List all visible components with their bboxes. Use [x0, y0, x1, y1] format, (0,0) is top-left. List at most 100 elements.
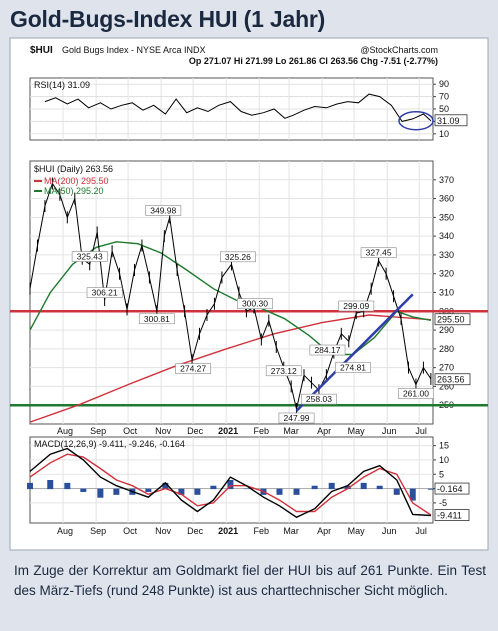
price-annotation: 247.99: [284, 413, 310, 423]
price-x-tick-label: Jul: [415, 426, 427, 436]
annotation-box: [71, 251, 108, 262]
macd-histogram-bar: [393, 488, 400, 495]
macd-histogram-bar: [178, 488, 185, 495]
macd-hist-last-value-label-box: [434, 482, 470, 495]
price-annotation: 306.21: [92, 288, 118, 298]
macd-histogram-bar: [47, 480, 54, 490]
price-axis-tick-label: 370: [439, 175, 454, 185]
macd-line: [29, 447, 431, 519]
macd-last-value-label-box: [434, 509, 470, 521]
macd-histogram-bar: [97, 488, 104, 498]
annotation-box: [278, 412, 315, 424]
macd-histogram-bar: [409, 488, 416, 501]
rsi-axis-tick-label: 70: [439, 92, 449, 102]
annotation-box: [145, 205, 182, 216]
price-annotation: 349.98: [150, 205, 176, 215]
price-axis-tick-label: 310: [439, 288, 454, 298]
price-annotation: 258.03: [306, 394, 332, 404]
macd-axis-tick-label: -5: [439, 498, 447, 508]
price-axis-tick-label: 260: [439, 381, 454, 391]
price-x-tick-label: Jun: [382, 426, 397, 436]
macd-x-tick-label: Mar: [283, 526, 299, 536]
price-x-tick-label: Dec: [187, 426, 204, 436]
price-x-tick-label: 2021: [218, 426, 238, 436]
macd-histogram-bar: [113, 488, 120, 495]
macd-x-tick-label: 2021: [218, 526, 238, 536]
annotation-box: [309, 344, 346, 356]
price-annotation: 327.45: [366, 248, 392, 258]
rsi-last-value-label-box: [434, 114, 468, 127]
price-annotation: 300.81: [144, 314, 170, 324]
macd-histogram-bar: [344, 485, 351, 490]
ma200-line: [29, 314, 431, 423]
macd-histogram-bar: [360, 482, 367, 490]
rsi-legend-label: RSI(14) 31.09: [34, 80, 90, 90]
macd-histogram-bar: [311, 485, 318, 490]
symbol-label: $HUI: [30, 45, 53, 56]
price-axis-tick-label: 320: [439, 269, 454, 279]
page-title: Gold-Bugs-Index HUI (1 Jahr): [10, 6, 326, 32]
price-axis-tick-label: 280: [439, 344, 454, 354]
annotation-box: [338, 300, 375, 312]
price-last-value-label: 263.56: [437, 375, 465, 385]
ma200-last-value-label: 295.50: [437, 315, 465, 325]
annotation-box: [138, 313, 175, 325]
price-annotation: 299.09: [343, 301, 369, 311]
macd-x-tick-label: Apr: [317, 526, 331, 536]
macd-x-tick-label: Nov: [155, 526, 172, 536]
price-annotation: 300.30: [242, 299, 268, 309]
ma50-line: [29, 241, 432, 356]
annotation-box: [398, 388, 434, 399]
index-name-label: Gold Bugs Index - NYSE Arca INDX: [62, 45, 206, 55]
macd-histogram-bar: [293, 488, 300, 495]
macd-x-tick-label: Sep: [90, 526, 106, 536]
macd-histogram-bar: [427, 488, 434, 490]
rsi-axis-tick-label: 50: [439, 104, 449, 114]
macd-histogram-bar: [194, 488, 201, 495]
macd-histogram-bar: [27, 482, 33, 490]
macd-last-value-label: -9.411: [437, 511, 462, 521]
ma200-last-value-label-box: [434, 313, 471, 326]
macd-x-tick-label: Dec: [187, 526, 204, 536]
caption-text: Im Zuge der Korrektur am Goldmarkt fiel …: [14, 563, 486, 598]
price-axis-tick-label: 330: [439, 250, 454, 260]
price-axis-tick-label: 350: [439, 212, 454, 222]
price-axis-tick-label: 290: [439, 325, 454, 335]
annotation-box: [301, 393, 337, 405]
annotation-box: [335, 362, 371, 373]
price-legend-ma50: MA(50) 295.20: [44, 186, 104, 196]
macd-signal-line: [29, 453, 432, 516]
macd-x-tick-label: May: [348, 526, 366, 536]
price-x-tick-label: Aug: [57, 426, 73, 436]
macd-histogram-bar: [145, 488, 152, 492]
price-x-tick-label: Sep: [90, 426, 106, 436]
price-x-tick-label: May: [348, 426, 366, 436]
rsi-last-value-label: 31.09: [437, 116, 460, 126]
source-label: @StockCharts.com: [360, 45, 438, 55]
rsi-axis-tick-label: 10: [439, 129, 449, 139]
price-annotation: 274.27: [180, 364, 206, 374]
price-axis-tick-label: 270: [439, 363, 454, 373]
macd-histogram-bar: [80, 488, 87, 492]
annotation-box: [219, 251, 256, 263]
macd-x-tick-label: Feb: [253, 526, 269, 536]
macd-legend-label: MACD(12,26,9) -9.411, -9.246, -0.164: [34, 439, 185, 449]
price-legend-ma200: MA(200) 295.50: [44, 176, 109, 186]
annotation-box: [237, 298, 273, 310]
macd-histogram-bar: [162, 482, 169, 490]
macd-histogram-bar: [328, 482, 335, 490]
macd-histogram-bar: [376, 485, 383, 490]
macd-hist-last-value-label: -0.164: [437, 484, 463, 494]
price-x-tick-label: Mar: [283, 426, 299, 436]
annotation-box: [360, 247, 397, 259]
price-annotation: 325.26: [225, 252, 251, 262]
macd-x-tick-label: Oct: [123, 526, 138, 536]
rsi-axis-tick-label: 90: [439, 79, 449, 89]
macd-histogram-bar: [276, 488, 283, 495]
price-x-tick-label: Oct: [123, 426, 138, 436]
macd-axis-tick-label: 15: [439, 441, 449, 451]
rsi-highlight-circle: [398, 111, 434, 131]
price-x-tick-label: Apr: [317, 426, 331, 436]
annotation-box: [265, 365, 302, 377]
price-last-value-label-box: [434, 373, 471, 386]
